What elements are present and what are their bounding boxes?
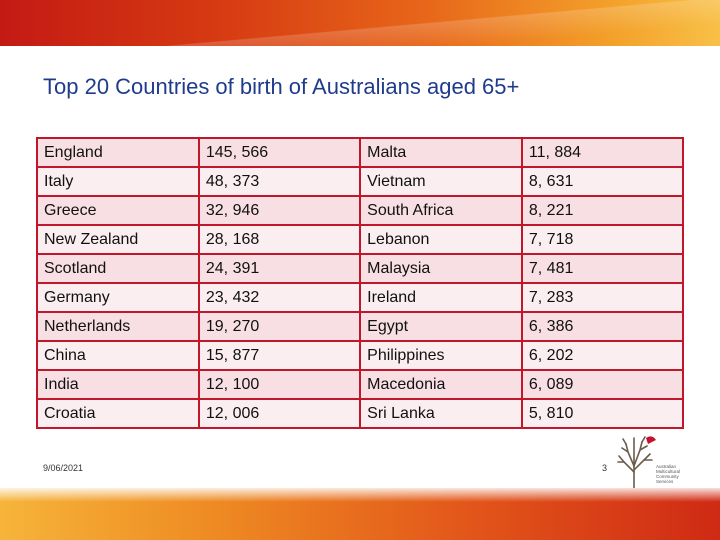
count-cell: 145, 566 [197,137,362,168]
country-cell: Netherlands [36,311,200,342]
count-cell: 7, 481 [520,253,685,284]
footer-gradient-band [0,488,720,540]
slide-date: 9/06/2021 [43,463,84,473]
logo-text: Australian Multicultural Community Servi… [656,464,681,484]
country-cell: Philippines [359,340,523,371]
count-cell: 6, 089 [520,369,685,400]
count-cell: 7, 718 [520,224,685,255]
page-number: 3 [602,463,608,473]
table-row: Germany 23, 432 Ireland 7, 283 [36,282,685,313]
country-cell: Vietnam [359,166,523,197]
table-row: New Zealand 28, 168 Lebanon 7, 718 [36,224,685,255]
count-cell: 23, 432 [197,282,362,313]
bird-icon [646,436,656,444]
table-row: Croatia 12, 006 Sri Lanka 5, 810 [36,398,685,429]
table-row: Italy 48, 373 Vietnam 8, 631 [36,166,685,197]
table-row: England 145, 566 Malta 11, 884 [36,137,685,168]
count-cell: 24, 391 [197,253,362,284]
table-row: Netherlands 19, 270 Egypt 6, 386 [36,311,685,342]
slide-title: Top 20 Countries of birth of Australians… [43,74,520,99]
country-cell: Germany [36,282,200,313]
country-cell: Greece [36,195,200,226]
country-cell: Lebanon [359,224,523,255]
table-row: Scotland 24, 391 Malaysia 7, 481 [36,253,685,284]
count-cell: 32, 946 [197,195,362,226]
country-cell: England [36,137,200,168]
country-cell: South Africa [359,195,523,226]
country-cell: Scotland [36,253,200,284]
country-cell: Croatia [36,398,200,429]
count-cell: 8, 631 [520,166,685,197]
country-cell: Italy [36,166,200,197]
count-cell: 12, 100 [197,369,362,400]
country-cell: New Zealand [36,224,200,255]
table-row: China 15, 877 Philippines 6, 202 [36,340,685,371]
country-cell: China [36,340,200,371]
count-cell: 19, 270 [197,311,362,342]
count-cell: 6, 386 [520,311,685,342]
organization-logo: Australian Multicultural Community Servi… [614,432,694,494]
header-gradient-band [0,0,720,46]
count-cell: 8, 221 [520,195,685,226]
count-cell: 48, 373 [197,166,362,197]
country-cell: Egypt [359,311,523,342]
country-cell: Malaysia [359,253,523,284]
country-cell: Sri Lanka [359,398,523,429]
count-cell: 12, 006 [197,398,362,429]
country-cell: Macedonia [359,369,523,400]
count-cell: 28, 168 [197,224,362,255]
countries-table: England 145, 566 Malta 11, 884 Italy 48, 373 V… [36,137,685,429]
count-cell: 6, 202 [520,340,685,371]
count-cell: 15, 877 [197,340,362,371]
count-cell: 11, 884 [520,137,685,168]
country-cell: India [36,369,200,400]
table-row: Greece 32, 946 South Africa 8, 221 [36,195,685,226]
country-cell: Ireland [359,282,523,313]
count-cell: 7, 283 [520,282,685,313]
table-row: India 12, 100 Macedonia 6, 089 [36,369,685,400]
count-cell: 5, 810 [520,398,685,429]
tree-icon [617,436,656,493]
country-cell: Malta [359,137,523,168]
